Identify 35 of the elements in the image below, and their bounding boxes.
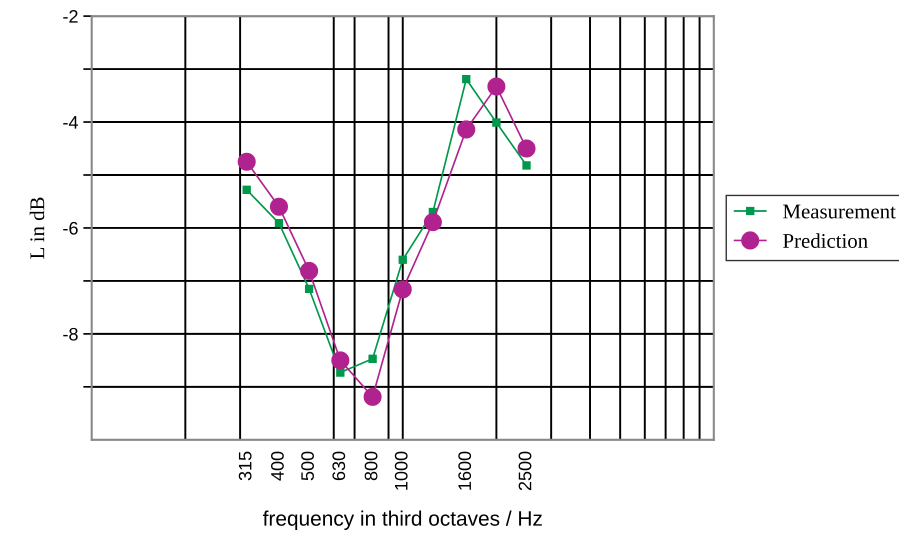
point [331, 351, 350, 370]
y-tick-label: -4 [63, 116, 78, 129]
y-tick-label: -2 [63, 10, 78, 23]
point [242, 186, 251, 194]
point [274, 219, 284, 228]
x-tick-label: 1600 [458, 452, 472, 490]
legend-label: Measurement [783, 204, 896, 219]
point [457, 120, 476, 138]
x-tick-label: 400 [271, 452, 284, 481]
point [518, 139, 536, 158]
point [398, 256, 407, 264]
point [364, 388, 382, 406]
point [394, 280, 412, 298]
x-tick-label: 1000 [394, 452, 408, 490]
point [300, 262, 318, 280]
point [424, 213, 442, 232]
x-tick-label: 315 [238, 452, 252, 480]
point [304, 284, 314, 294]
point [238, 152, 256, 171]
x-axis-title: frequency in third octaves / Hz [262, 510, 542, 530]
x-tick-label: 800 [364, 452, 378, 480]
legend-label: Prediction [783, 233, 868, 248]
point [270, 198, 288, 216]
x-tick-label: 2500 [518, 452, 532, 490]
x-tick-label: 500 [301, 452, 314, 480]
point [368, 354, 377, 363]
y-tick-label: -8 [63, 328, 78, 341]
point [522, 161, 531, 170]
point [462, 74, 470, 84]
y-axis-title: L in dB [30, 198, 44, 259]
point [492, 118, 501, 127]
point [487, 78, 506, 96]
y-tick-label: -6 [63, 222, 78, 235]
point [336, 368, 345, 377]
x-tick-label: 630 [332, 452, 346, 480]
